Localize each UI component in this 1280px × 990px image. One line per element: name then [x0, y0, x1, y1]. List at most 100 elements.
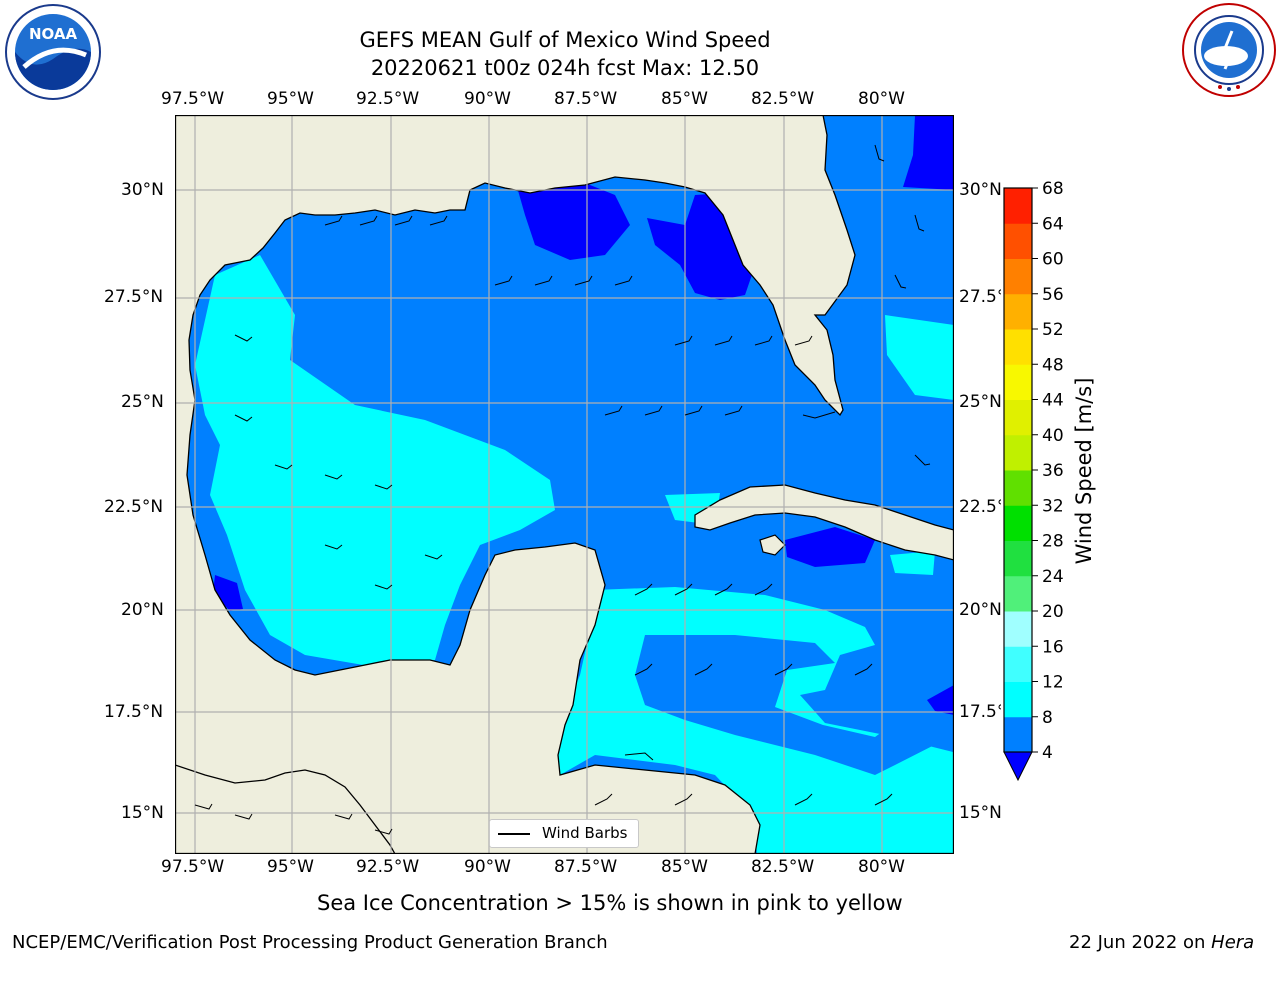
colorbar-band	[1004, 681, 1032, 718]
colorbar-tick-label: 16	[1042, 637, 1064, 657]
lon-tick-top: 82.5°W	[751, 89, 815, 109]
lon-tick-bottom: 82.5°W	[751, 857, 815, 877]
sea-ice-note: Sea Ice Concentration > 15% is shown in …	[317, 891, 903, 915]
wind-barb	[234, 414, 253, 422]
colorbar-tick-label: 52	[1042, 320, 1064, 340]
wind-8-12-region	[885, 315, 954, 400]
lat-tick-left: 20°N	[121, 600, 164, 620]
wind-barb	[394, 215, 413, 226]
nws-logo	[1182, 3, 1276, 97]
colorbar-band	[1004, 505, 1032, 541]
lat-tick-left: 15°N	[121, 803, 164, 823]
wind-below-4-region	[903, 115, 954, 190]
figure-subtitle: 20220621 t00z 024h fcst Max: 12.50	[370, 56, 760, 80]
wind-barb	[674, 335, 693, 346]
colorbar-tick-label: 56	[1042, 285, 1064, 305]
colorbar-band	[1004, 434, 1032, 471]
wind-barb	[194, 803, 213, 810]
wind-barb	[374, 484, 393, 490]
land-florida-keys	[802, 411, 836, 419]
colorbar-tick-label: 20	[1042, 602, 1064, 622]
land-central-america	[175, 764, 396, 854]
wind-barb	[424, 554, 443, 560]
wind-barb	[754, 335, 773, 346]
colorbar-band	[1004, 575, 1032, 612]
colorbar-band	[1004, 188, 1032, 224]
wind-barb	[324, 474, 343, 480]
wind-below-4-region	[927, 685, 954, 715]
lat-tick-left: 25°N	[121, 392, 164, 412]
wind-8-12-region	[635, 635, 954, 775]
wind-barb	[324, 544, 343, 550]
wind-barb	[794, 335, 813, 346]
colorbar-label: Wind Speed [m/s]	[1072, 377, 1096, 565]
colorbar-tick-label: 4	[1042, 743, 1053, 763]
lon-tick-bottom: 85°W	[661, 857, 708, 877]
wind-below-4-region	[213, 575, 243, 611]
wind-barb	[359, 215, 378, 226]
colorbar-band	[1004, 646, 1032, 682]
colorbar-tick-label: 64	[1042, 214, 1064, 234]
date-footer-text: 22 Jun 2022 on	[1069, 932, 1212, 953]
wind-barb	[429, 215, 448, 226]
colorbar-tick-label: 60	[1042, 250, 1064, 270]
wind-barb	[724, 405, 743, 416]
colorbar-band	[1004, 611, 1032, 647]
graticule	[175, 115, 954, 854]
colorbar-tick-label: 32	[1042, 496, 1064, 516]
colorbar-band	[1004, 258, 1032, 295]
wind-below-4-region	[785, 527, 875, 567]
lat-ticks-right: 30°N 27.5°N 25°N 22.5°N 20°N 17.5°N 15°N	[959, 180, 1001, 990]
colorbar-bands	[1004, 188, 1032, 753]
wind-barb	[374, 584, 393, 590]
date-footer: 22 Jun 2022 on Hera	[1069, 932, 1254, 953]
wind-barb	[634, 663, 653, 676]
coast-detail	[624, 752, 654, 761]
wind-barb	[334, 813, 353, 820]
wind-barb	[604, 405, 623, 416]
lat-tick-left: 30°N	[121, 180, 164, 200]
wind-barb	[914, 214, 925, 232]
wind-barb	[694, 663, 713, 676]
noaa-logo: NOAA	[5, 4, 101, 100]
wind-barb	[874, 793, 893, 806]
colorbar-tick-label: 48	[1042, 355, 1064, 375]
wind-speed-map	[175, 115, 954, 854]
wind-barb	[614, 275, 633, 286]
colorbar-band	[1004, 540, 1032, 577]
wind-barb	[674, 583, 693, 596]
colorbar-band	[1004, 293, 1032, 330]
wind-barb	[714, 335, 733, 346]
lon-tick-bottom: 92.5°W	[356, 857, 420, 877]
lon-tick-top: 87.5°W	[554, 89, 618, 109]
wind-barb	[634, 583, 653, 596]
noaa-logo-text: NOAA	[29, 25, 78, 43]
colorbar-band	[1004, 470, 1032, 506]
wind-barb	[714, 583, 733, 596]
colorbar-band	[1004, 364, 1032, 400]
lon-tick-bottom: 80°W	[858, 857, 905, 877]
colorbar-tick-label: 40	[1042, 426, 1064, 446]
colorbar-band	[1004, 223, 1032, 259]
land-cuba	[694, 484, 954, 561]
wind-barb	[234, 813, 253, 820]
lat-tick-right: 30°N	[959, 180, 1001, 200]
figure-title: GEFS MEAN Gulf of Mexico Wind Speed	[359, 28, 771, 52]
lat-tick-right: 15°N	[959, 803, 1001, 823]
wind-barb	[274, 464, 293, 470]
colorbar-tick-label: 8	[1042, 708, 1053, 728]
wind-barb	[594, 793, 613, 806]
credit-footer: NCEP/EMC/Verification Post Processing Pr…	[12, 932, 608, 953]
lon-tick-bottom: 97.5°W	[161, 857, 225, 877]
wind-barb	[234, 334, 253, 342]
wind-barb	[854, 663, 873, 676]
lon-tick-top: 85°W	[661, 89, 708, 109]
wind-barb	[534, 275, 553, 286]
host-name: Hera	[1211, 932, 1255, 953]
lat-tick-right: 17.5°N	[959, 702, 1001, 722]
colorbar-tick-label: 12	[1042, 673, 1064, 693]
wind-barb	[914, 454, 931, 466]
colorbar-band	[1004, 329, 1032, 365]
